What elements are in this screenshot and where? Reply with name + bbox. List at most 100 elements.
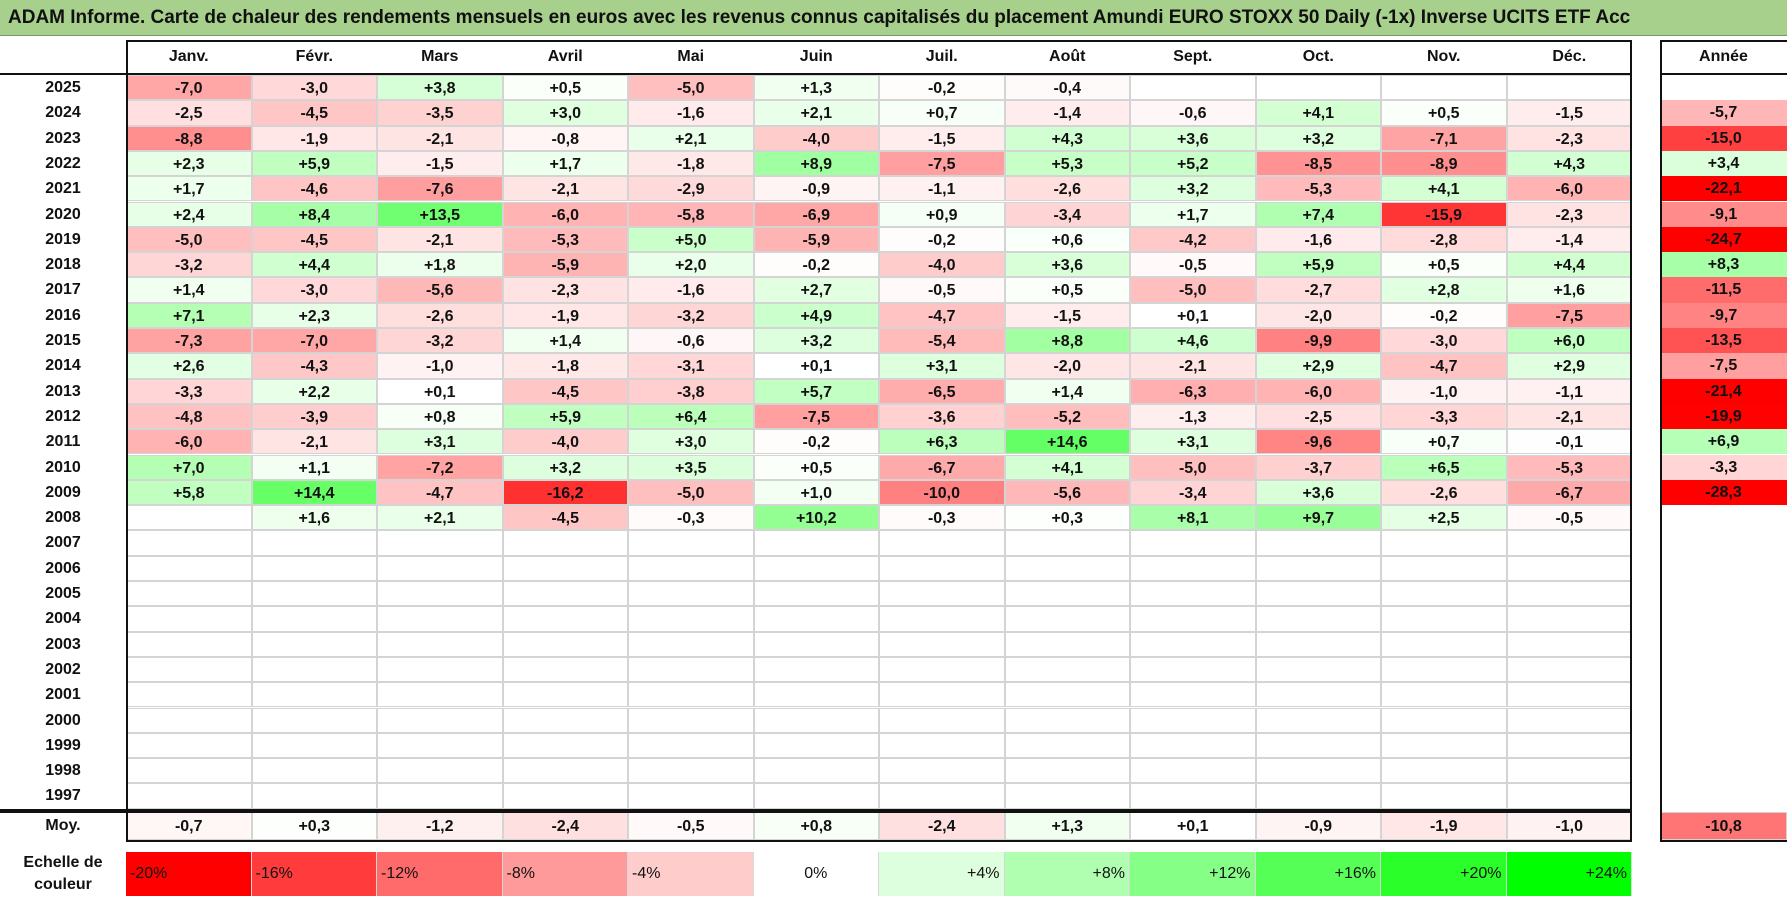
heatmap-cell: -2,6 — [1381, 479, 1507, 506]
heatmap-cell: -15,9 — [1381, 201, 1507, 227]
heatmap-cell — [1255, 75, 1381, 101]
annual-cell: +8,3 — [1660, 252, 1787, 278]
heatmap-cell — [377, 783, 503, 809]
heatmap-cell — [1004, 530, 1130, 556]
heatmap-cell: -9,6 — [1255, 429, 1381, 455]
heatmap-cell — [1506, 581, 1632, 607]
heatmap-cell: +3,6 — [1255, 479, 1381, 506]
heatmap-cell: -4,0 — [753, 125, 879, 151]
scale-swatch: +24% — [1506, 852, 1632, 896]
heatmap-cell: +10,2 — [753, 505, 879, 531]
annual-cell — [1660, 682, 1787, 708]
heatmap-cell: -2,1 — [377, 226, 503, 253]
heatmap-cell — [251, 606, 377, 632]
heatmap-cell — [753, 732, 879, 759]
heatmap-cell: +2,5 — [1381, 505, 1507, 531]
heatmap-cell — [879, 707, 1005, 733]
heatmap-cell: +4,3 — [1506, 150, 1632, 177]
year-label: 2021 — [45, 180, 81, 198]
heatmap-cell — [1255, 555, 1381, 581]
heatmap-cell — [1255, 581, 1381, 607]
heatmap-cell: -1,6 — [1255, 226, 1381, 253]
heatmap-cell: +5,9 — [251, 150, 377, 177]
heatmap-cell: -16,2 — [502, 479, 628, 506]
heatmap-cell: -0,5 — [879, 277, 1005, 303]
heatmap-cell — [1130, 530, 1256, 556]
heatmap-cell — [1381, 631, 1507, 657]
annual-cell: -9,7 — [1660, 302, 1787, 328]
year-label: 2001 — [45, 686, 81, 704]
heatmap-cell: +2,4 — [126, 201, 252, 227]
average-label: Moy. — [45, 817, 81, 834]
heatmap-cell: +1,8 — [377, 252, 503, 278]
heatmap-cell: -2,0 — [1255, 302, 1381, 328]
heatmap-cell — [1255, 732, 1381, 759]
year-label: 2006 — [45, 559, 81, 577]
heatmap-cell — [502, 581, 628, 607]
heatmap-cell: -2,1 — [1506, 403, 1632, 430]
heatmap-cell: +6,0 — [1506, 328, 1632, 354]
heatmap-cell — [502, 530, 628, 556]
heatmap-cell: -4,5 — [251, 100, 377, 126]
heatmap-cell — [1381, 682, 1507, 708]
year-label: 2011 — [45, 433, 81, 451]
heatmap-cell: +3,1 — [879, 353, 1005, 379]
heatmap-cell — [251, 656, 377, 683]
heatmap-cell: +0,7 — [1381, 429, 1507, 455]
heatmap-cell — [879, 682, 1005, 708]
average-cell: +0,1 — [1130, 812, 1256, 840]
heatmap-cell — [1130, 732, 1256, 759]
heatmap-cell — [1004, 682, 1130, 708]
heatmap-cell — [1130, 656, 1256, 683]
heatmap-cell: -6,0 — [126, 429, 252, 455]
heatmap-cell: +0,1 — [1130, 302, 1256, 328]
heatmap-cell — [1381, 707, 1507, 733]
heatmap-cell: -5,0 — [628, 479, 754, 506]
heatmap-cell: -8,8 — [126, 125, 252, 151]
heatmap-cell: +14,4 — [251, 479, 377, 506]
heatmap-cell: -6,0 — [502, 201, 628, 227]
heatmap-cell: -3,3 — [126, 378, 252, 404]
heatmap-cell — [628, 606, 754, 632]
heatmap-cell: -3,9 — [251, 403, 377, 430]
annual-cell — [1660, 530, 1787, 556]
heatmap-cell: -9,9 — [1255, 328, 1381, 354]
month-header: Mai — [677, 48, 705, 65]
heatmap-cell — [628, 682, 754, 708]
heatmap-cell: -0,2 — [753, 252, 879, 278]
heatmap-cell: +1,7 — [502, 150, 628, 177]
heatmap-cell: -5,4 — [879, 328, 1005, 354]
heatmap-cell — [1004, 783, 1130, 809]
heatmap-cell: +2,9 — [1506, 353, 1632, 379]
heatmap-cell — [1255, 656, 1381, 683]
heatmap-cell: +2,6 — [126, 353, 252, 379]
heatmap-cell — [1004, 732, 1130, 759]
heatmap-cell — [1255, 707, 1381, 733]
heatmap-cell: +4,4 — [1506, 252, 1632, 278]
heatmap-cell — [1381, 581, 1507, 607]
heatmap-cell: -5,0 — [1130, 277, 1256, 303]
heatmap-cell: -1,0 — [1381, 378, 1507, 404]
year-label: 1998 — [45, 762, 81, 780]
page-title: ADAM Informe. Carte de chaleur des rende… — [0, 0, 1787, 36]
heatmap-cell: -5,2 — [1004, 403, 1130, 430]
heatmap-cell: -0,3 — [628, 505, 754, 531]
scale-swatch: -20% — [126, 852, 252, 896]
heatmap-cell — [126, 783, 252, 809]
heatmap-cell: -3,2 — [628, 302, 754, 328]
annual-cell — [1660, 505, 1787, 531]
year-label: 2012 — [45, 407, 81, 425]
heatmap-cell — [126, 581, 252, 607]
annual-cell: +6,9 — [1660, 429, 1787, 455]
heatmap-cell: -7,6 — [377, 176, 503, 202]
heatmap-cell — [1506, 606, 1632, 632]
heatmap-cell — [377, 758, 503, 784]
heatmap-cell — [753, 555, 879, 581]
year-label: 2020 — [45, 205, 81, 223]
heatmap-cell: +1,4 — [502, 328, 628, 354]
heatmap-cell: -3,0 — [1381, 328, 1507, 354]
heatmap-cell: -2,1 — [377, 125, 503, 151]
heatmap-cell: -2,3 — [1506, 201, 1632, 227]
heatmap-cell — [1130, 682, 1256, 708]
heatmap-cell — [377, 530, 503, 556]
